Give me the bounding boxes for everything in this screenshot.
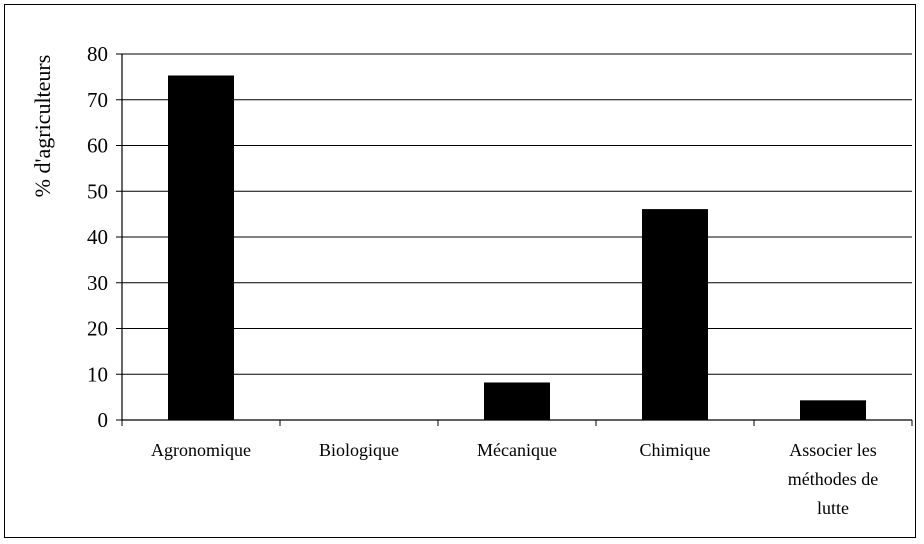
bar bbox=[484, 382, 550, 420]
y-tick-label: 60 bbox=[87, 134, 108, 158]
y-tick-labels: 0 10 20 30 40 50 60 70 80 bbox=[87, 42, 108, 432]
axes bbox=[116, 53, 913, 426]
y-tick-label: 10 bbox=[87, 362, 108, 386]
x-tick-label: Biologique bbox=[319, 440, 399, 460]
x-tick-label: Mécanique bbox=[477, 440, 557, 460]
y-tick-label: 40 bbox=[87, 225, 108, 249]
y-tick-label: 80 bbox=[87, 42, 108, 66]
bar bbox=[168, 75, 234, 420]
chart-frame bbox=[4, 4, 916, 538]
x-tick-label: Chimique bbox=[640, 440, 711, 460]
x-tick-labels: Agronomique Biologique Mécanique Chimique As… bbox=[151, 440, 878, 518]
gridlines bbox=[122, 53, 912, 375]
y-tick-label: 20 bbox=[87, 317, 108, 341]
bar bbox=[642, 209, 708, 420]
y-axis-label: % d'agriculteurs bbox=[30, 55, 55, 198]
y-tick-label: 70 bbox=[87, 88, 108, 112]
x-tick-label: Agronomique bbox=[151, 440, 251, 460]
y-tick-label: 30 bbox=[87, 271, 108, 295]
bar bbox=[800, 400, 866, 420]
y-tick-label: 50 bbox=[87, 179, 108, 203]
y-tick-label: 0 bbox=[98, 408, 109, 432]
bars bbox=[168, 75, 866, 420]
x-tick-label: Associer les méthodes de lutte bbox=[788, 440, 878, 518]
